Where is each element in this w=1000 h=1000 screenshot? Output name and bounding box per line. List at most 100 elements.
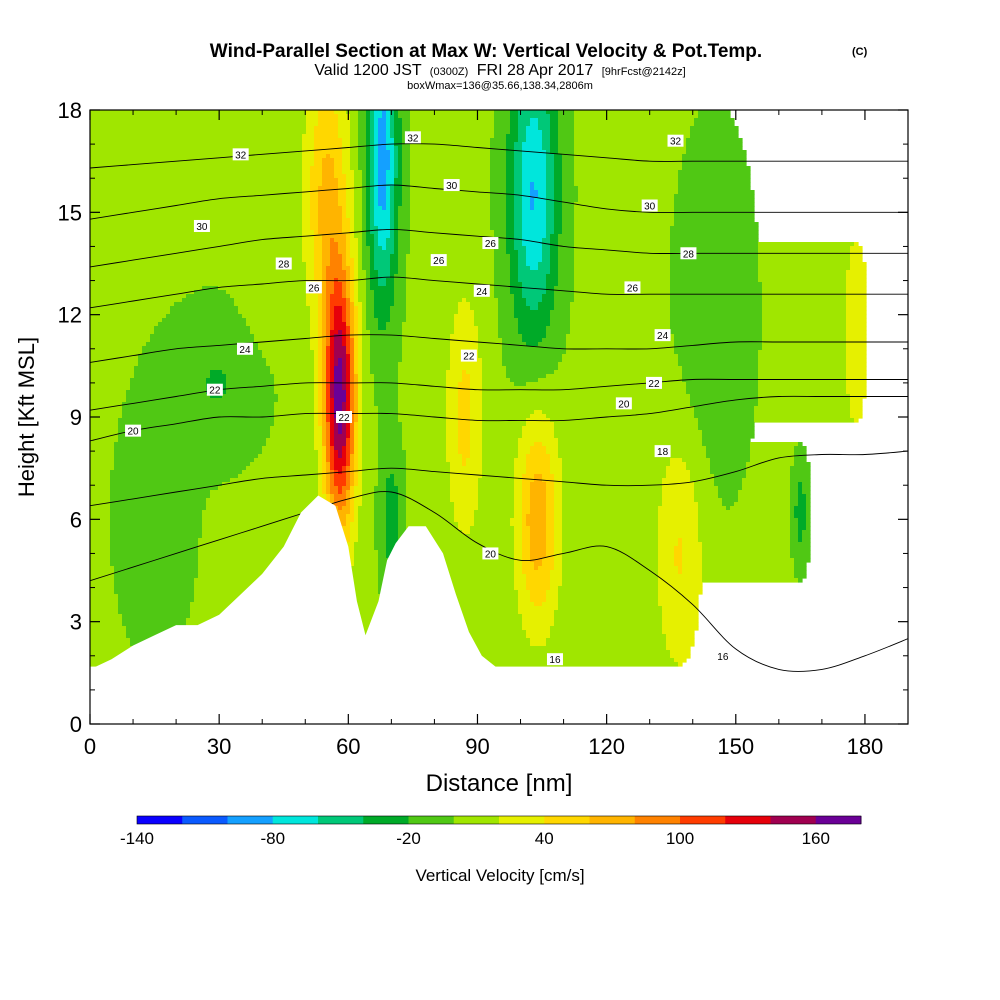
velocity-cell (558, 446, 707, 451)
velocity-cell (346, 242, 351, 247)
velocity-cell (350, 286, 355, 291)
velocity-cell (758, 254, 851, 259)
velocity-cell (546, 598, 559, 603)
contour-label: 20 (127, 427, 139, 438)
velocity-cell (798, 442, 803, 447)
velocity-cell (554, 170, 563, 175)
velocity-cell (482, 366, 507, 371)
velocity-cell (346, 178, 355, 183)
velocity-cell (562, 546, 659, 551)
velocity-cell (450, 366, 483, 371)
velocity-cell (562, 358, 679, 363)
velocity-cell (90, 410, 123, 415)
velocity-cell (362, 486, 375, 491)
velocity-cell (338, 242, 347, 247)
velocity-cell (342, 466, 347, 471)
velocity-cell (362, 474, 379, 479)
velocity-cell (198, 542, 323, 547)
velocity-cell (358, 378, 363, 383)
velocity-cell (806, 510, 811, 515)
velocity-cell (682, 558, 703, 563)
velocity-cell (738, 490, 791, 495)
velocity-cell (314, 150, 343, 155)
velocity-cell (562, 226, 575, 231)
velocity-cell (446, 382, 459, 387)
contour-label-bg (624, 281, 641, 294)
velocity-cell (546, 162, 555, 167)
velocity-cell (546, 194, 555, 199)
velocity-cell (378, 430, 403, 435)
velocity-cell (554, 190, 563, 195)
velocity-cell (318, 374, 323, 379)
velocity-cell (334, 438, 347, 443)
velocity-cell (346, 366, 351, 371)
velocity-cell (686, 142, 743, 147)
colorbar-label: Vertical Velocity [cm/s] (415, 866, 584, 885)
velocity-cell (246, 466, 319, 471)
velocity-cell (362, 386, 375, 391)
velocity-cell (510, 290, 523, 295)
velocity-cell (482, 414, 531, 419)
velocity-cell (670, 290, 763, 295)
velocity-cell (482, 402, 691, 407)
velocity-cell (658, 506, 699, 511)
velocity-cell (358, 366, 363, 371)
velocity-cell (450, 362, 483, 367)
velocity-cell (350, 374, 355, 379)
velocity-cell (330, 398, 335, 403)
velocity-cell (90, 506, 111, 511)
velocity-cell (558, 366, 683, 371)
velocity-cell (358, 454, 363, 459)
velocity-cell (798, 530, 803, 535)
velocity-cell (366, 194, 371, 199)
velocity-cell (514, 490, 523, 495)
velocity-cell (110, 526, 203, 531)
velocity-cell (530, 502, 547, 507)
velocity-cell (406, 554, 515, 559)
velocity-cell (394, 290, 407, 295)
velocity-cell (846, 366, 867, 371)
velocity-cell (354, 466, 359, 471)
velocity-cell (474, 310, 499, 315)
velocity-cell (514, 462, 527, 467)
valid-date: FRI 28 Apr 2017 (477, 62, 594, 79)
velocity-cell (702, 562, 795, 567)
theta-contour-30 (90, 184, 908, 220)
velocity-cell (194, 290, 227, 295)
velocity-cell (554, 174, 563, 179)
velocity-cell (114, 458, 255, 463)
velocity-cell (334, 290, 343, 295)
velocity-cell (358, 334, 363, 339)
velocity-cell (406, 454, 447, 459)
velocity-cell (318, 490, 323, 495)
velocity-cell (374, 190, 379, 195)
velocity-cell (350, 362, 355, 367)
velocity-cell (554, 538, 563, 543)
velocity-cell (118, 426, 271, 431)
velocity-cell (258, 454, 319, 459)
velocity-cell (482, 370, 507, 375)
velocity-cell (670, 650, 691, 655)
velocity-cell (394, 214, 399, 219)
velocity-cell (546, 158, 555, 163)
velocity-cell (566, 334, 675, 339)
velocity-cell (402, 602, 519, 607)
y-tick-label: 3 (70, 610, 82, 635)
velocity-cell (318, 350, 323, 355)
velocity-cell (534, 602, 543, 607)
velocity-cell (458, 418, 471, 423)
velocity-cell (558, 254, 575, 259)
velocity-cell (350, 326, 355, 331)
velocity-cell (546, 214, 555, 219)
velocity-cell (210, 490, 319, 495)
velocity-cell (482, 430, 523, 435)
velocity-cell (318, 390, 323, 395)
velocity-cell (342, 362, 347, 367)
velocity-cell (306, 262, 315, 267)
velocity-cell (702, 442, 751, 447)
velocity-cell (366, 298, 375, 303)
velocity-cell (554, 202, 563, 207)
velocity-cell (346, 306, 351, 311)
velocity-cell (326, 390, 331, 395)
velocity-cell (318, 226, 343, 231)
